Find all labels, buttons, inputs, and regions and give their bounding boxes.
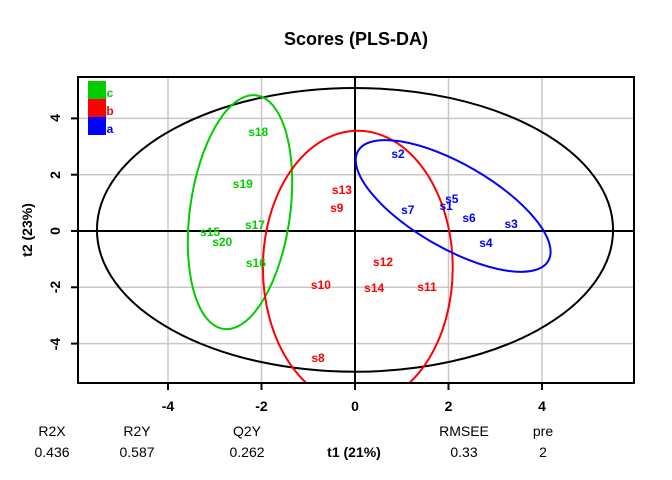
legend-swatch-c (88, 81, 106, 99)
point-label-s5: s5 (445, 191, 459, 206)
ellipse-class-a (354, 139, 552, 273)
stat-label-r2x: R2X (38, 423, 66, 439)
y-tick-label--4: -4 (47, 337, 63, 350)
x-tick-label-0: 0 (351, 398, 359, 414)
x-axis-label: t1 (21%) (327, 444, 381, 460)
x-tick-label-4: 4 (538, 398, 546, 414)
plot-title: Scores (PLS-DA) (283, 29, 429, 49)
legend-label-a: a (106, 122, 114, 136)
point-label-s16: s16 (245, 256, 266, 271)
point-label-s13: s13 (331, 182, 352, 197)
stat-value-rmsee: 0.33 (450, 444, 478, 460)
legend-label-c: c (106, 86, 114, 100)
y-tick-label--2: -2 (47, 281, 63, 294)
y-tick-label-2: 2 (47, 170, 63, 179)
point-label-s1: s1 (439, 198, 453, 213)
stat-label-q2y: Q2Y (232, 423, 262, 439)
stat-value-r2y: 0.587 (119, 444, 155, 460)
point-label-s7: s7 (401, 202, 415, 217)
point-label-s11: s11 (417, 280, 437, 295)
y-tick-label-4: 4 (47, 114, 63, 123)
point-label-s17: s17 (244, 218, 265, 233)
stat-label-r2y: R2Y (123, 423, 151, 439)
point-label-s8: s8 (311, 350, 325, 365)
stat-label-pre: pre (532, 423, 554, 439)
ellipse-class-b (261, 129, 454, 383)
point-label-s10: s10 (310, 278, 331, 293)
stat-value-r2x: 0.436 (34, 444, 70, 460)
x-tick-label--4: -4 (161, 398, 175, 414)
y-tick-label-0: 0 (47, 227, 63, 235)
legend-swatch-a (88, 117, 106, 135)
point-label-s18: s18 (248, 124, 269, 139)
point-label-s3: s3 (504, 216, 518, 231)
x-tick-label--2: -2 (255, 398, 268, 414)
point-label-s2: s2 (391, 146, 405, 161)
point-label-s19: s19 (232, 176, 253, 191)
stat-value-pre: 2 (539, 444, 547, 460)
point-label-s12: s12 (373, 254, 394, 269)
legend-label-b: b (106, 104, 114, 118)
point-label-s20: s20 (212, 234, 233, 249)
point-label-s4: s4 (479, 236, 493, 251)
point-label-s9: s9 (330, 200, 344, 215)
legend-swatch-b (88, 99, 106, 117)
stat-label-rmsee: RMSEE (439, 423, 489, 439)
point-label-s15: s15 (200, 225, 221, 240)
ellipse-class-c (186, 94, 294, 331)
stat-value-q2y: 0.262 (229, 444, 265, 460)
point-label-s6: s6 (462, 211, 476, 226)
ellipse-hotelling-t2 (95, 86, 615, 373)
point-label-s14: s14 (364, 280, 385, 295)
y-axis-label: t2 (23%) (19, 203, 35, 257)
x-tick-label-2: 2 (444, 398, 453, 414)
